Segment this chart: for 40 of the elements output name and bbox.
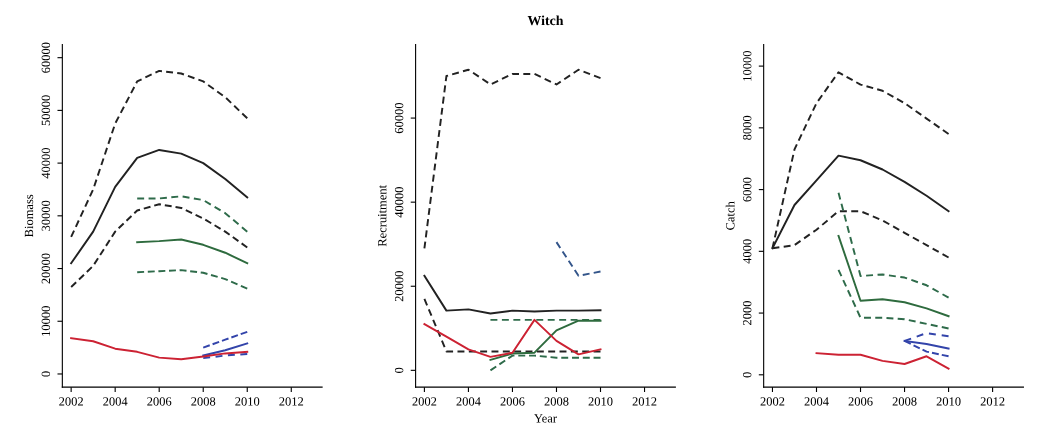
x-tick-label: 2006 — [147, 397, 172, 406]
y-axis-title: Recruitment — [378, 185, 387, 247]
y-tick-label: 0 — [394, 367, 404, 373]
y-tick-label: 60000 — [41, 42, 51, 73]
y-tick-label: 30000 — [41, 200, 51, 231]
x-tick-label: 2006 — [848, 397, 873, 406]
y-tick-label: 2000 — [742, 301, 752, 326]
y-tick-label: 6000 — [742, 177, 752, 202]
x-tick-label: 2008 — [544, 397, 569, 406]
x-tick-label: 2012 — [980, 397, 1005, 406]
y-tick-label: 10000 — [41, 306, 51, 336]
y-axis-title: Biomass — [24, 194, 34, 237]
x-tick-label: 2004 — [103, 397, 128, 406]
y-tick-label: 8000 — [742, 115, 752, 140]
x-tick-label: 2010 — [936, 397, 961, 406]
y-tick-label: 4000 — [742, 239, 752, 264]
x-tick-label: 2010 — [588, 397, 613, 406]
x-tick-label: 2012 — [279, 397, 304, 406]
y-tick-label: 0 — [41, 371, 51, 377]
x-tick-label: 2004 — [456, 397, 481, 406]
x-tick-label: 2002 — [412, 397, 437, 406]
x-tick-label: 2012 — [632, 397, 657, 406]
y-tick-label: 60000 — [394, 102, 404, 134]
x-tick-label: 2004 — [804, 397, 829, 406]
x-tick-label: 2008 — [191, 397, 216, 406]
x-tick-label: 2002 — [59, 397, 83, 406]
x-axis-title: Year — [534, 414, 557, 423]
x-tick-label: 2010 — [235, 397, 260, 406]
y-tick-label: 40000 — [394, 187, 404, 218]
x-tick-label: 2002 — [760, 397, 785, 406]
y-tick-label: 0 — [742, 372, 752, 378]
y-tick-label: 10000 — [742, 50, 752, 81]
x-tick-label: 2006 — [500, 397, 525, 406]
chart-title: Witch — [527, 15, 564, 26]
y-axis-title: Catch — [725, 201, 735, 230]
y-tick-label: 20000 — [41, 253, 51, 284]
y-tick-label: 20000 — [394, 271, 404, 302]
y-tick-label: 50000 — [41, 95, 51, 126]
x-tick-label: 2008 — [892, 397, 917, 406]
y-tick-label: 40000 — [41, 147, 51, 179]
